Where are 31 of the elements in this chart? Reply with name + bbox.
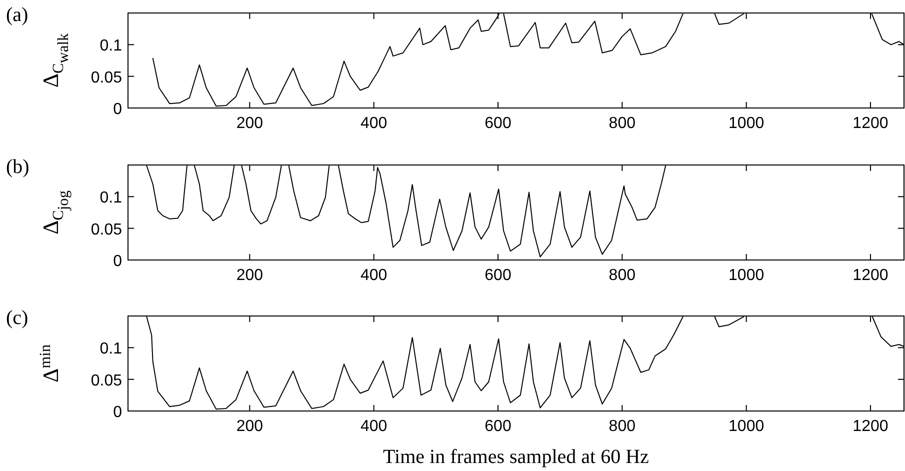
x-tick-label: 600 xyxy=(484,267,512,284)
x-tick-label: 1000 xyxy=(728,115,764,132)
x-tick-label: 1200 xyxy=(852,267,888,284)
x-tick-label: 1000 xyxy=(728,418,764,435)
x-tick-label: 1200 xyxy=(852,418,888,435)
x-tick-label: 800 xyxy=(608,418,636,435)
x-tick-label: 1000 xyxy=(728,267,764,284)
y-tick-label: 0.05 xyxy=(90,69,122,86)
y-tick-label: 0.05 xyxy=(90,372,122,390)
x-tick-label: 800 xyxy=(608,115,636,132)
y-tick-label: 0 xyxy=(113,404,122,421)
y-tick-label: 0.1 xyxy=(100,190,122,207)
x-tick-label: 400 xyxy=(360,267,388,284)
x-tick-label: 200 xyxy=(236,418,264,435)
chart-title: (c) xyxy=(6,307,28,329)
y-tick-label: 0.05 xyxy=(90,221,122,238)
y-tick-label: 0 xyxy=(113,253,122,270)
x-axis-title: Time in frames sampled at 60 Hz xyxy=(383,446,650,468)
chart-title: (a) xyxy=(6,4,28,26)
x-tick-label: 1200 xyxy=(852,115,888,132)
x-tick-label: 600 xyxy=(484,418,512,435)
x-tick-label: 200 xyxy=(236,115,264,132)
y-tick-label: 0 xyxy=(113,101,122,118)
x-tick-label: 800 xyxy=(608,267,636,284)
x-tick-label: 200 xyxy=(236,267,264,284)
x-tick-label: 600 xyxy=(484,115,512,132)
chart-title: (b) xyxy=(6,156,30,178)
x-tick-label: 400 xyxy=(360,418,388,435)
y-tick-label: 0.1 xyxy=(100,340,122,358)
x-tick-label: 400 xyxy=(360,115,388,132)
y-tick-label: 0.1 xyxy=(100,38,122,55)
